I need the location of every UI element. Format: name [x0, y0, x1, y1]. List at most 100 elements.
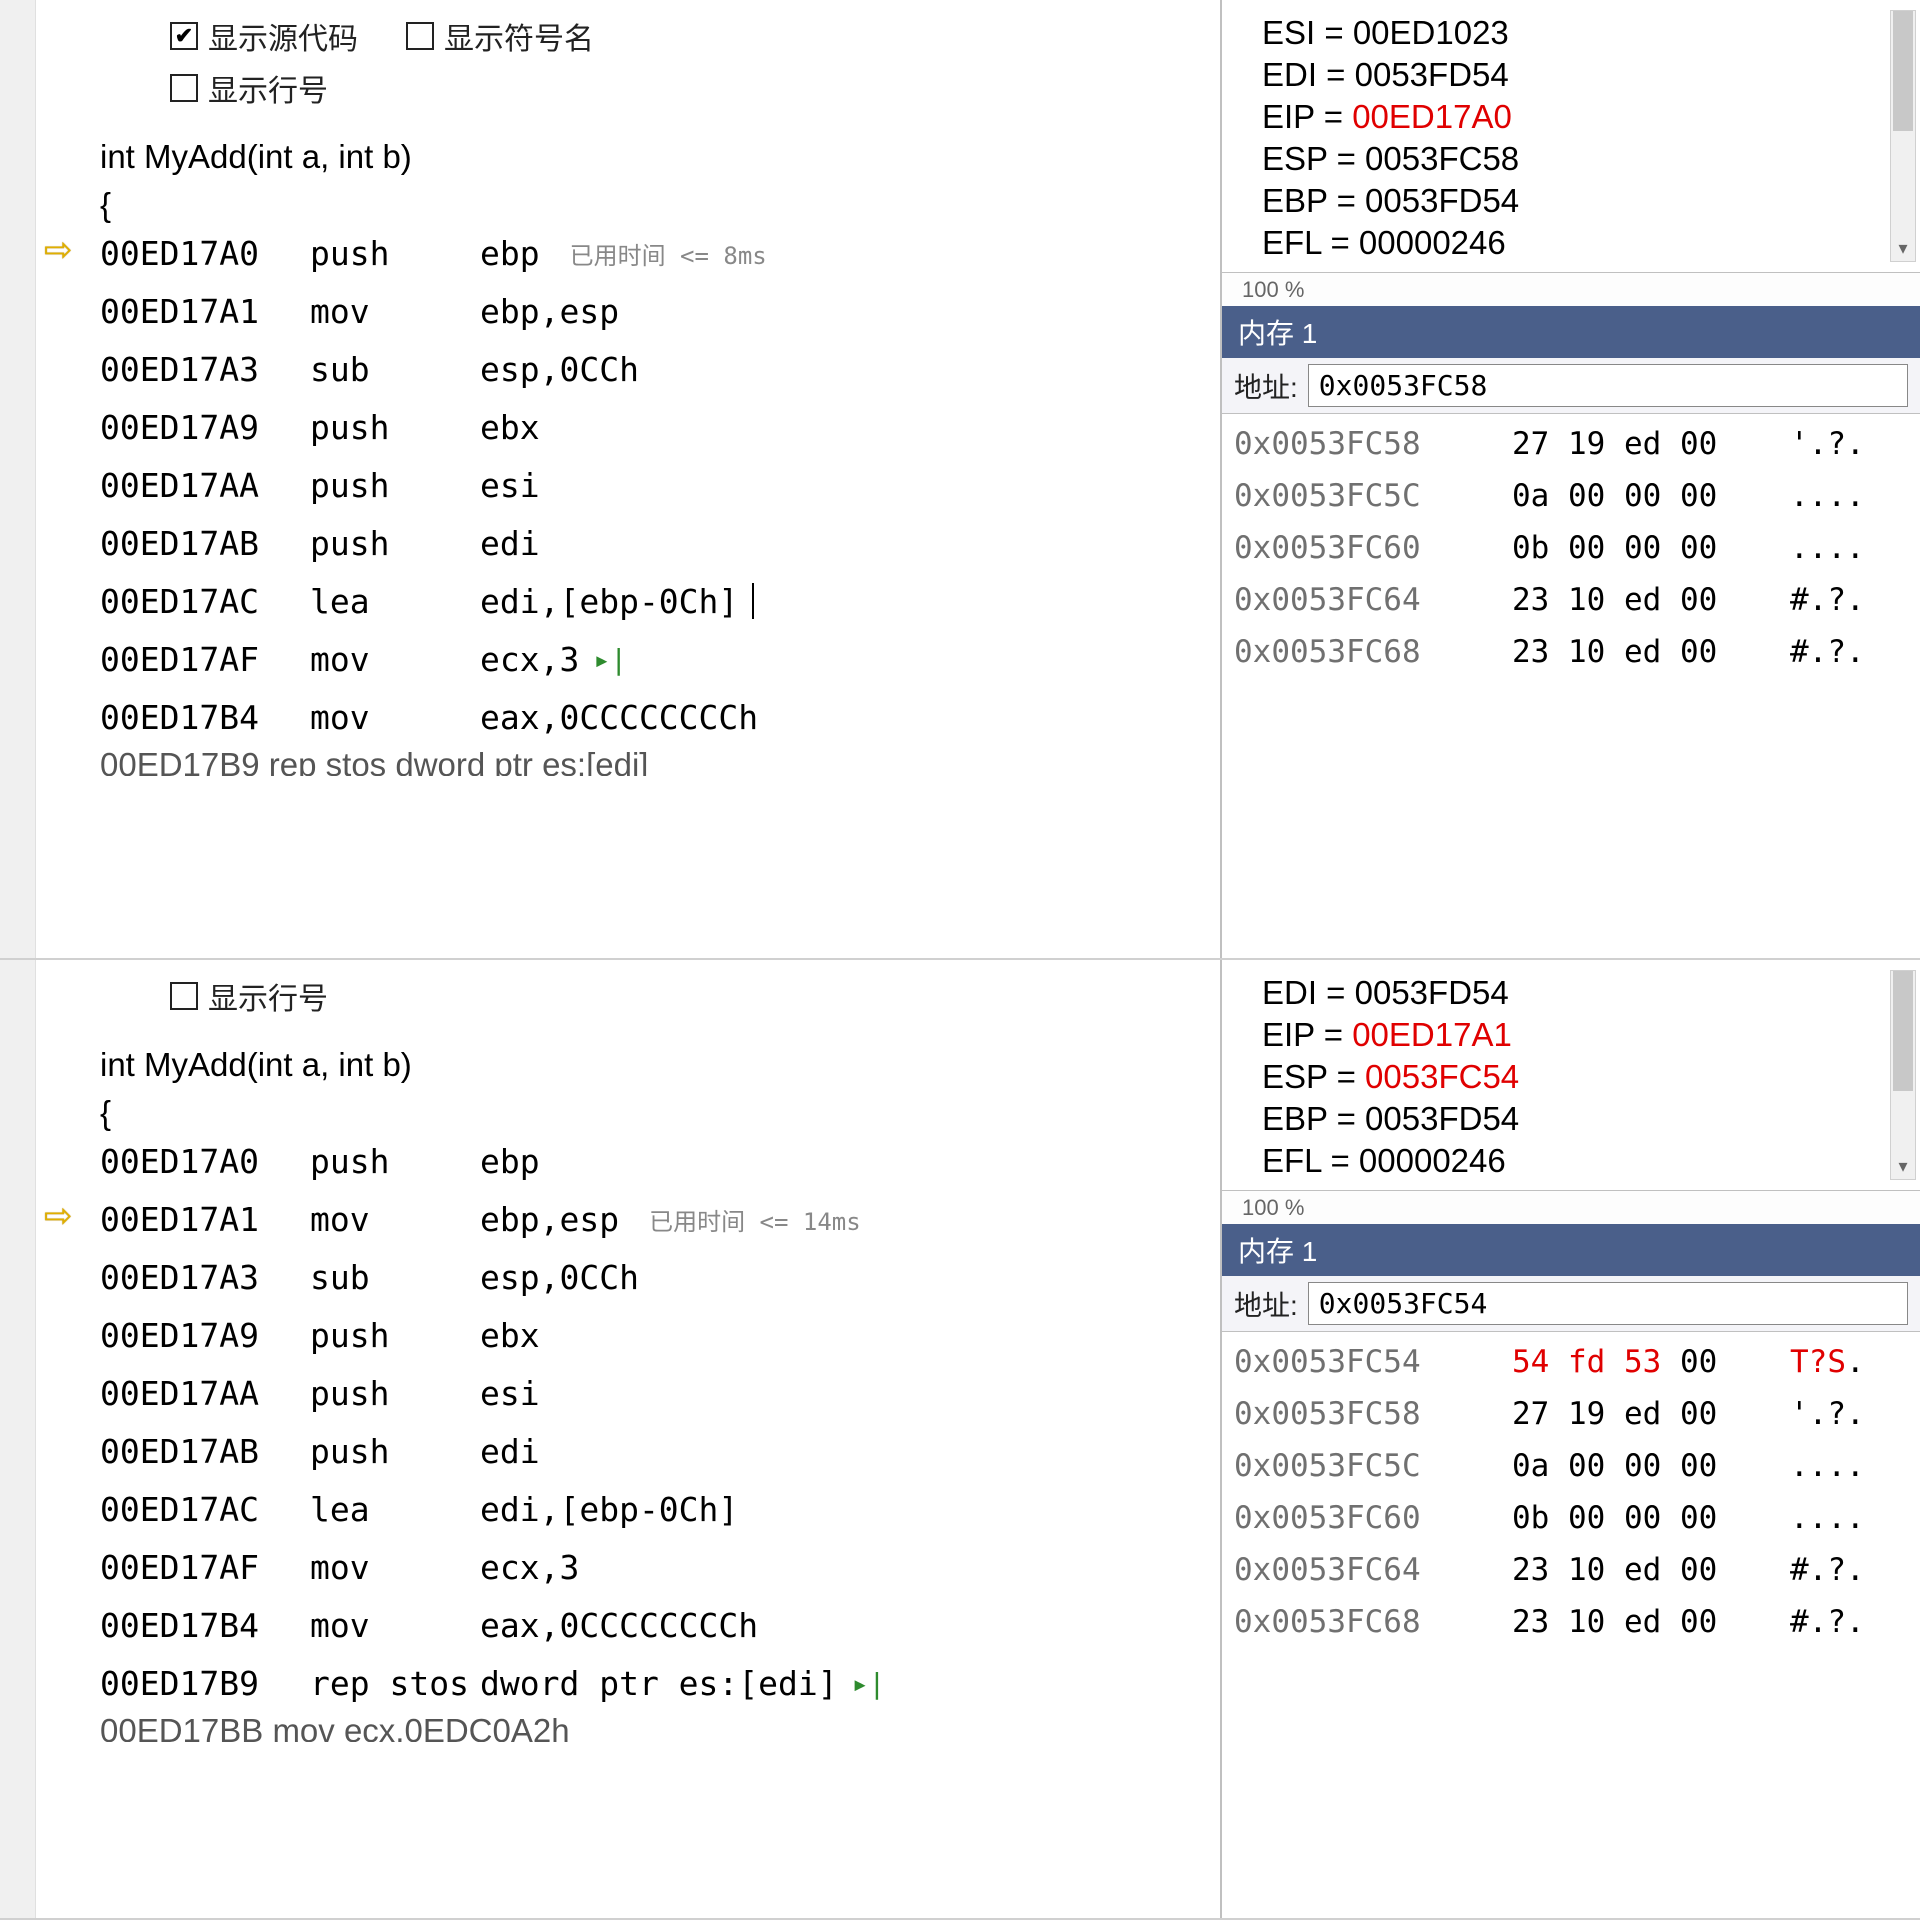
register-value: 0053FC54: [1365, 1058, 1519, 1095]
memory-row-ascii: ....: [1790, 478, 1865, 514]
asm-line[interactable]: 00ED17AApushesi: [100, 1364, 1220, 1422]
asm-operands: ebp,esp: [480, 1200, 619, 1239]
asm-line[interactable]: 00ED17B4moveax,0CCCCCCCCh: [100, 688, 1220, 746]
memory-row[interactable]: 0x0053FC6423 10 ed 00#.?.: [1234, 1544, 1908, 1596]
register-line[interactable]: EDI = 0053FD54: [1262, 974, 1880, 1012]
register-line[interactable]: ESI = 00ED1023: [1262, 14, 1880, 52]
scrollbar[interactable]: ▾: [1890, 10, 1916, 262]
timing-label: 已用时间 <= 14ms: [649, 1202, 861, 1237]
memory-row[interactable]: 0x0053FC5827 19 ed 00'.?.: [1234, 418, 1908, 470]
asm-operands: ebp,esp: [480, 292, 619, 331]
asm-listing: 00ED17A0pushebp00ED17A1movebp,esp已用时间 <=…: [0, 1132, 1220, 1712]
memory-row-bytes: 23 10 ed 00: [1512, 582, 1772, 618]
asm-line[interactable]: 00ED17A9pushebx: [100, 1306, 1220, 1364]
scroll-down-icon[interactable]: ▾: [1893, 1155, 1913, 1177]
asm-line[interactable]: 00ED17A1movebp,esp已用时间 <= 14ms: [100, 1190, 1220, 1248]
register-name: EDI: [1262, 974, 1317, 1011]
memory-row[interactable]: 0x0053FC6823 10 ed 00#.?.: [1234, 1596, 1908, 1648]
scroll-down-icon[interactable]: ▾: [1893, 237, 1913, 259]
register-line[interactable]: EIP = 00ED17A1: [1262, 1016, 1880, 1054]
scrollbar[interactable]: ▾: [1890, 970, 1916, 1180]
asm-address: 00ED17B4: [100, 698, 310, 737]
memory-row-address: 0x0053FC60: [1234, 1500, 1494, 1536]
asm-mnemonic: push: [310, 1374, 480, 1413]
equals-sign: =: [1321, 1142, 1359, 1179]
register-line[interactable]: EBP = 0053FD54: [1262, 1100, 1880, 1138]
register-line[interactable]: EDI = 0053FD54: [1262, 56, 1880, 94]
run-to-here-icon[interactable]: ▸|: [593, 643, 627, 676]
asm-line[interactable]: 00ED17B9rep stosdword ptr es:[edi]▸|: [100, 1654, 1220, 1712]
asm-line[interactable]: 00ED17A3subesp,0CCh: [100, 340, 1220, 398]
checkbox-icon: [170, 22, 198, 50]
register-line[interactable]: EFL = 00000246: [1262, 1142, 1880, 1180]
asm-address: 00ED17A3: [100, 350, 310, 389]
equals-sign: =: [1317, 974, 1355, 1011]
memory-rows: 0x0053FC5827 19 ed 00'.?.0x0053FC5C0a 00…: [1222, 414, 1920, 682]
asm-line[interactable]: 00ED17A1movebp,esp: [100, 282, 1220, 340]
register-line[interactable]: EFL = 00000246: [1262, 224, 1880, 262]
show-source-checkbox[interactable]: 显示源代码: [170, 14, 358, 58]
show-linenumbers-checkbox[interactable]: 显示行号: [170, 974, 1220, 1018]
memory-row[interactable]: 0x0053FC5454 fd 53 00T?S.: [1234, 1336, 1908, 1388]
asm-mnemonic: push: [310, 1316, 480, 1355]
memory-row[interactable]: 0x0053FC60 0b 00 00 00....: [1234, 1492, 1908, 1544]
memory-address-label: 地址:: [1234, 1284, 1298, 1324]
memory-row-bytes: 23 10 ed 00: [1512, 1604, 1772, 1640]
text-cursor-icon: [752, 583, 754, 619]
asm-line[interactable]: 00ED17ABpushedi: [100, 1422, 1220, 1480]
asm-line[interactable]: 00ED17A9pushebx: [100, 398, 1220, 456]
scrollbar-thumb[interactable]: [1893, 11, 1913, 131]
register-line[interactable]: ESP = 0053FC58: [1262, 140, 1880, 178]
memory-row-address: 0x0053FC64: [1234, 1552, 1494, 1588]
register-line[interactable]: ESP = 0053FC54: [1262, 1058, 1880, 1096]
asm-line[interactable]: 00ED17AFmovecx,3: [100, 1538, 1220, 1596]
asm-line[interactable]: 00ED17AApushesi: [100, 456, 1220, 514]
memory-row[interactable]: 0x0053FC6423 10 ed 00#.?.: [1234, 574, 1908, 626]
memory-row[interactable]: 0x0053FC5827 19 ed 00'.?.: [1234, 1388, 1908, 1440]
register-line[interactable]: EIP = 00ED17A0: [1262, 98, 1880, 136]
memory-row-ascii: ....: [1790, 1500, 1865, 1536]
asm-mnemonic: push: [310, 234, 480, 273]
asm-address: 00ED17A0: [100, 1142, 310, 1181]
asm-address: 00ED17A9: [100, 1316, 310, 1355]
asm-address: 00ED17AF: [100, 1548, 310, 1587]
register-value: 00000246: [1359, 224, 1506, 261]
asm-line[interactable]: 00ED17A0pushebp已用时间 <= 8ms: [100, 224, 1220, 282]
asm-mnemonic: mov: [310, 640, 480, 679]
memory-row-bytes: 27 19 ed 00: [1512, 1396, 1772, 1432]
memory-row-ascii: ....: [1790, 1448, 1865, 1484]
memory-row[interactable]: 0x0053FC5C0a 00 00 00....: [1234, 1440, 1908, 1492]
registers-pane: EDI = 0053FD54 EIP = 00ED17A1 ESP = 0053FC…: [1222, 960, 1920, 1190]
memory-address-input[interactable]: [1308, 364, 1908, 407]
register-value: 00ED17A1: [1352, 1016, 1512, 1053]
asm-line[interactable]: 00ED17ACleaedi,[ebp-0Ch]: [100, 572, 1220, 630]
run-to-here-icon[interactable]: ▸|: [852, 1667, 886, 1700]
asm-address: 00ED17A0: [100, 234, 310, 273]
debugger-panel-bottom: 显示行号 int MyAdd(int a, int b) { 00ED17A0p…: [0, 960, 1920, 1920]
scrollbar-thumb[interactable]: [1893, 971, 1913, 1091]
show-source-label: 显示源代码: [208, 14, 358, 58]
timing-label: 已用时间 <= 8ms: [570, 236, 767, 271]
memory-row-address: 0x0053FC58: [1234, 1396, 1494, 1432]
asm-line[interactable]: 00ED17A3subesp,0CCh: [100, 1248, 1220, 1306]
memory-row-bytes: 0b 00 00 00: [1512, 1500, 1772, 1536]
checkbox-icon: [170, 982, 198, 1010]
asm-line[interactable]: 00ED17ACleaedi,[ebp-0Ch]: [100, 1480, 1220, 1538]
register-line[interactable]: EBP = 0053FD54: [1262, 182, 1880, 220]
memory-row[interactable]: 0x0053FC6823 10 ed 00#.?.: [1234, 626, 1908, 678]
asm-line[interactable]: 00ED17A0pushebp: [100, 1132, 1220, 1190]
show-symbols-checkbox[interactable]: 显示符号名: [406, 14, 594, 58]
register-name: EBP: [1262, 182, 1327, 219]
asm-line[interactable]: 00ED17ABpushedi: [100, 514, 1220, 572]
asm-line[interactable]: 00ED17B4moveax,0CCCCCCCCh: [100, 1596, 1220, 1654]
memory-address-input[interactable]: [1308, 1282, 1908, 1325]
right-column: ESI = 00ED1023 EDI = 0053FD54 EIP = 00ED17…: [1220, 0, 1920, 958]
debugger-panel-top: 显示源代码 显示符号名 显示行号 int MyAdd(int a, int b)…: [0, 0, 1920, 960]
show-linenumbers-checkbox[interactable]: 显示行号: [170, 66, 1220, 110]
equals-sign: =: [1327, 1058, 1365, 1095]
memory-row[interactable]: 0x0053FC5C0a 00 00 00....: [1234, 470, 1908, 522]
memory-row-bytes: 54 fd 53 00: [1512, 1344, 1772, 1380]
memory-pane-title: 内存 1: [1222, 306, 1920, 358]
asm-line[interactable]: 00ED17AFmovecx,3▸|: [100, 630, 1220, 688]
memory-row[interactable]: 0x0053FC600b 00 00 00....: [1234, 522, 1908, 574]
